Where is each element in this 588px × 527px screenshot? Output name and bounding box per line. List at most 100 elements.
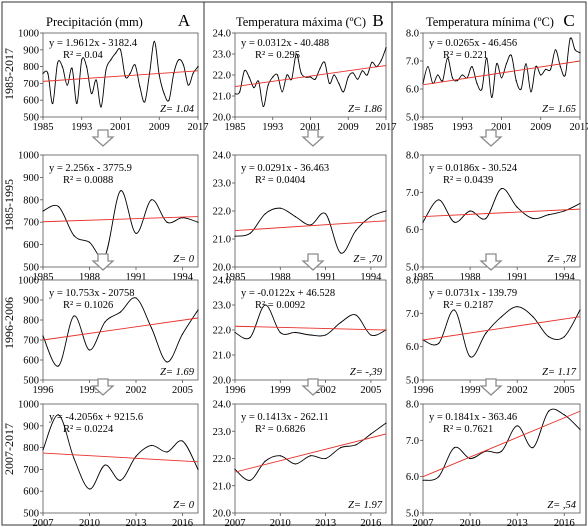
y-tick-label: 900 <box>23 421 39 432</box>
data-point <box>294 331 296 334</box>
trend-equation: y = 1.9612x - 3182.4 <box>49 38 138 49</box>
y-tick-label: 21.0 <box>213 92 231 103</box>
y-tick-label: 20.0 <box>213 113 231 124</box>
data-point <box>76 102 78 105</box>
data-point <box>85 66 88 68</box>
x-tick-label: 1985 <box>225 122 246 133</box>
column-title-tmax: Temperatura máxima (ºC) <box>236 15 366 29</box>
data-point <box>579 202 581 205</box>
y-tick-label: 700 <box>23 79 39 90</box>
y-tick-label: 600 <box>23 356 39 367</box>
z-statistic: Z= 0 <box>173 254 195 265</box>
data-point <box>124 76 126 78</box>
data-point <box>234 93 236 95</box>
y-tick-label: 1000 <box>18 276 39 287</box>
x-tick-label: 2013 <box>507 518 528 527</box>
trend-line <box>42 317 199 341</box>
data-point <box>42 210 44 212</box>
chart-1-1: 20.0 21.0 22.0 23.0 24.0 1985 1988 1991 1994 y = … <box>213 151 387 283</box>
y-tick-label: 800 <box>23 316 39 327</box>
data-point <box>491 96 493 98</box>
column-title-precipitacion: Precipitación (mm) <box>46 15 143 29</box>
x-tick-label: 1988 <box>460 272 481 283</box>
trend-line <box>42 452 199 463</box>
chart-1-0: 20.0 21.0 22.0 23.0 24.0 1985 1993 2001 2009 2017… <box>213 29 397 134</box>
data-point <box>569 38 571 40</box>
data-point <box>520 88 522 90</box>
data-point <box>500 188 503 190</box>
y-tick-label: 600 <box>23 96 39 107</box>
y-tick-label: 700 <box>23 465 39 476</box>
data-point <box>385 422 387 424</box>
data-point <box>495 63 498 65</box>
chart-2-1: 5.0 6.0 7.0 8.0 1985 1988 1991 1994 y = 0.0186x … <box>406 151 581 283</box>
data-point <box>281 91 283 93</box>
x-tick-label: 1996 <box>225 385 246 396</box>
data-point <box>42 449 44 451</box>
data-point <box>181 333 184 335</box>
chart-1-3: 20.0 21.0 22.0 23.0 24.0 2007 2010 2013 2016 y = … <box>213 400 387 527</box>
trend-equation: y = 0.0265x - 46.456 <box>429 38 517 49</box>
data-point <box>90 92 93 95</box>
data-point <box>88 488 91 490</box>
data-point <box>166 361 168 363</box>
data-point <box>279 455 281 457</box>
data-point <box>563 210 565 212</box>
x-tick-label: 1985 <box>33 272 54 283</box>
r-squared: R² = 0.0404 <box>255 175 306 186</box>
data-point <box>166 221 168 223</box>
data-point <box>166 451 168 453</box>
data-point <box>357 78 359 80</box>
data-point <box>385 47 387 49</box>
r-squared: R² = 0.2187 <box>443 300 493 311</box>
chart-0-1: 500 600 700 800 900 1000 1985 1988 1991 1994 y = 2… <box>18 151 199 283</box>
data-point <box>548 336 550 338</box>
row-label-1996-2006: 1996-2006 <box>2 297 16 349</box>
column-title-tmin: Temperatura mínima (ºC) <box>426 15 554 29</box>
data-point <box>352 72 354 74</box>
row-label-2007-2017: 2007-2017 <box>2 423 16 475</box>
data-point <box>276 74 279 76</box>
data-point <box>530 91 532 93</box>
data-point <box>73 315 75 317</box>
data-point <box>88 241 91 243</box>
data-point <box>370 433 372 435</box>
trend-line <box>42 70 199 82</box>
trend-equation: y = -4.2056x + 9215.6 <box>49 412 143 423</box>
data-point <box>325 457 327 460</box>
data-point <box>453 309 455 311</box>
data-point <box>324 61 326 64</box>
y-tick-label: 500 <box>23 113 39 124</box>
x-tick-label: 2005 <box>554 385 575 396</box>
data-point <box>453 447 455 449</box>
data-point <box>257 80 260 82</box>
x-tick-label: 2007 <box>225 518 246 527</box>
x-tick-label: 1991 <box>315 272 336 283</box>
data-point <box>150 199 153 201</box>
data-point <box>340 252 342 254</box>
data-point <box>422 82 424 84</box>
data-point <box>545 68 547 70</box>
y-tick-label: 900 <box>23 296 39 307</box>
data-point <box>342 91 345 93</box>
data-point <box>340 321 342 324</box>
down-arrow-icon <box>301 129 325 147</box>
trend-equation: y = 0.1841x - 363.46 <box>429 412 517 423</box>
data-point <box>119 49 122 51</box>
x-tick-label: 2010 <box>79 518 100 527</box>
z-statistic: Z= ,54 <box>547 500 576 511</box>
data-point <box>100 106 102 108</box>
data-point <box>500 450 503 452</box>
chart-2-3: 5.0 6.0 7.0 8.0 2007 2010 2013 2016 y = 0.1841x … <box>406 400 581 527</box>
x-tick-label: 2009 <box>338 122 359 133</box>
data-point <box>150 327 153 329</box>
y-tick-label: 24.0 <box>213 276 231 287</box>
data-point <box>197 66 199 68</box>
z-statistic: Z= 1.17 <box>542 367 577 378</box>
data-point <box>309 455 312 457</box>
data-point <box>249 336 251 339</box>
data-point <box>197 221 199 223</box>
x-tick-label: 1993 <box>262 122 283 133</box>
y-tick-label: 8.0 <box>406 151 419 162</box>
z-statistic: Z= 1.65 <box>542 104 576 115</box>
